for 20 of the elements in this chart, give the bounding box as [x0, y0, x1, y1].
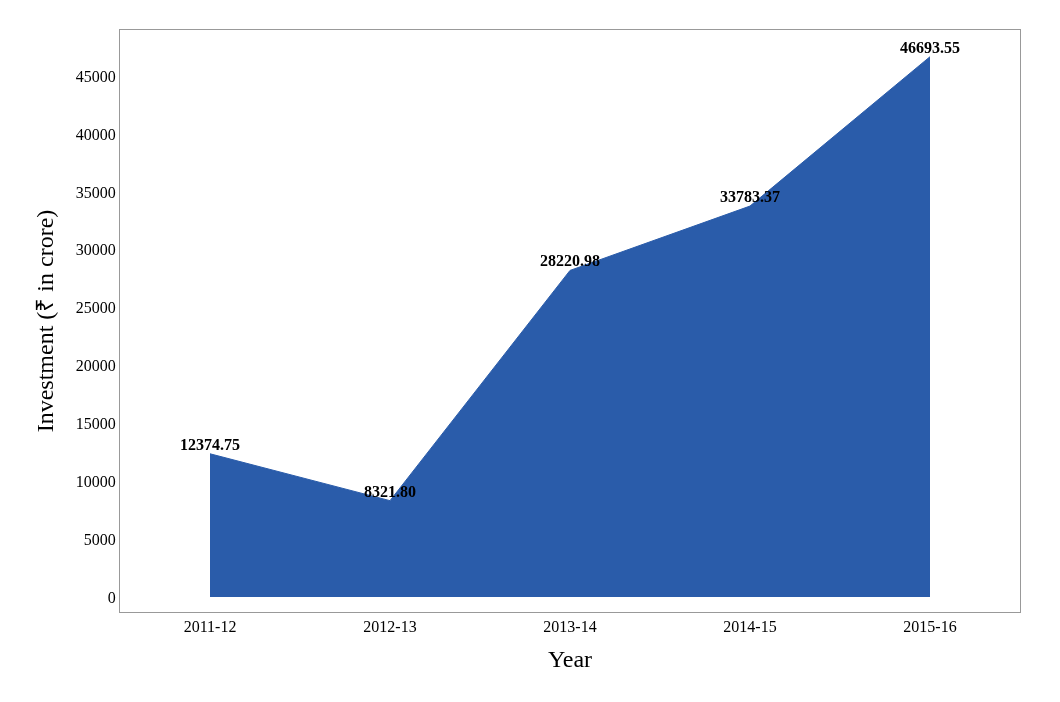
- data-label: 12374.75: [180, 435, 240, 453]
- y-tick-label: 25000: [75, 299, 116, 317]
- x-tick-label: 2015-16: [903, 618, 957, 636]
- y-tick-label: 10000: [75, 472, 116, 490]
- y-tick-label: 35000: [75, 183, 116, 201]
- x-axis-title: Year: [547, 645, 593, 672]
- y-tick-label: 15000: [75, 415, 116, 432]
- data-label: 28220.98: [540, 252, 600, 270]
- y-tick-label: 5000: [83, 530, 116, 548]
- x-tick-label: 2012-13: [363, 618, 417, 636]
- y-tick-label: 45000: [75, 67, 116, 85]
- x-tick-label: 2013-14: [543, 618, 597, 636]
- x-tick-label: 2014-15: [723, 618, 777, 636]
- y-tick-label: 40000: [75, 125, 116, 143]
- x-tick-label: 2011-12: [183, 618, 237, 636]
- y-tick-label: 30000: [75, 241, 116, 259]
- y-tick-label: 20000: [75, 357, 116, 375]
- y-tick-label: 0: [107, 588, 116, 606]
- data-label: 46693.55: [900, 38, 960, 56]
- y-axis-title: Investment (₹ in crore): [31, 209, 58, 433]
